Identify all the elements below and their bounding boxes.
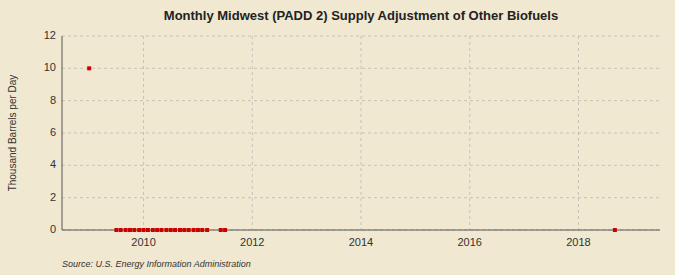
- data-point: [187, 228, 191, 232]
- y-grid-line: [62, 100, 660, 101]
- data-point: [137, 228, 141, 232]
- title: Monthly Midwest (PADD 2) Supply Adjustme…: [164, 8, 558, 23]
- data-point: [146, 228, 150, 232]
- background: [0, 0, 675, 275]
- x-tick-label: 2012: [240, 236, 264, 248]
- data-points: [87, 66, 617, 232]
- data-point: [159, 228, 163, 232]
- data-point: [178, 228, 182, 232]
- chart: 0 2 4 6 8 10 12 2010 2012 2014 2016 2018 Monthly Mid…: [0, 0, 675, 275]
- data-point: [119, 228, 123, 232]
- y-axis-line: [62, 36, 63, 230]
- data-point: [200, 228, 204, 232]
- x-tick-label: 2018: [566, 236, 590, 248]
- data-point: [132, 228, 136, 232]
- x-grid-line: [469, 36, 470, 230]
- data-point: [196, 228, 200, 232]
- data-point: [205, 228, 209, 232]
- y-axis-label: Thousand Barrels per Day: [7, 75, 18, 192]
- data-point: [155, 228, 159, 232]
- data-point: [192, 228, 196, 232]
- data-point: [151, 228, 155, 232]
- data-point: [169, 228, 173, 232]
- data-point: [219, 228, 223, 232]
- data-point: [87, 66, 91, 70]
- x-grid-line: [361, 36, 362, 230]
- y-tick-label: 4: [50, 158, 56, 170]
- x-tick-label: 2010: [131, 236, 155, 248]
- data-point: [164, 228, 168, 232]
- y-tick-label: 12: [44, 29, 56, 41]
- y-tick-label: 2: [50, 191, 56, 203]
- x-grid-line: [252, 36, 253, 230]
- data-point: [182, 228, 186, 232]
- x-tick-label: 2014: [349, 236, 373, 248]
- data-point: [142, 228, 146, 232]
- y-tick-label: 0: [50, 223, 56, 235]
- y-tick-label: 10: [44, 61, 56, 73]
- source-note: Source: U.S. Energy Information Administ…: [62, 259, 251, 269]
- x-tick-label: 2016: [457, 236, 481, 248]
- x-grid-line: [143, 36, 144, 230]
- y-tick-label: 6: [50, 126, 56, 138]
- x-grid-line: [578, 36, 579, 230]
- grid: [62, 36, 660, 230]
- data-point: [114, 228, 118, 232]
- y-tick-label: 8: [50, 94, 56, 106]
- data-point: [128, 228, 132, 232]
- data-point: [124, 228, 128, 232]
- data-point: [223, 228, 227, 232]
- data-point: [173, 228, 177, 232]
- data-point: [613, 228, 617, 232]
